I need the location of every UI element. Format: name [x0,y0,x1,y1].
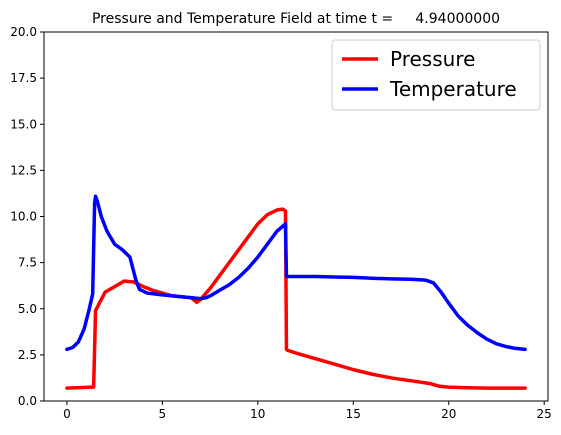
y-tick-label: 5.0 [18,302,37,316]
y-tick-label: 12.5 [10,163,37,177]
legend-box [331,39,541,111]
legend-label-temperature: Temperature [389,77,517,101]
y-tick-label: 17.5 [10,71,37,85]
x-tick-label: 20 [441,407,456,421]
axes: 0 5 10 15 20 25 0.0 2.5 5.0 7.5 10.0 12.5 15.0 17.5 20… [10,25,552,421]
x-tick-label: 15 [346,407,361,421]
legend: Pressure Temperature [331,39,541,111]
series-line-temperature [65,194,527,352]
series-line-pressure [65,207,527,390]
y-tick-label: 7.5 [18,256,37,270]
plot-area [65,194,527,390]
y-tick-label: 10.0 [10,210,37,224]
y-tick-label: 20.0 [10,25,37,39]
y-tick-label: 2.5 [18,348,37,362]
legend-label-pressure: Pressure [390,47,475,71]
y-tick-label: 15.0 [10,117,37,131]
x-tick-label: 5 [159,407,167,421]
x-tick-label: 10 [250,407,265,421]
x-tick-label: 0 [63,407,71,421]
y-tick-label: 0.0 [18,394,37,408]
x-tick-label: 25 [537,407,552,421]
chart-title: Pressure and Temperature Field at time t… [92,11,500,27]
